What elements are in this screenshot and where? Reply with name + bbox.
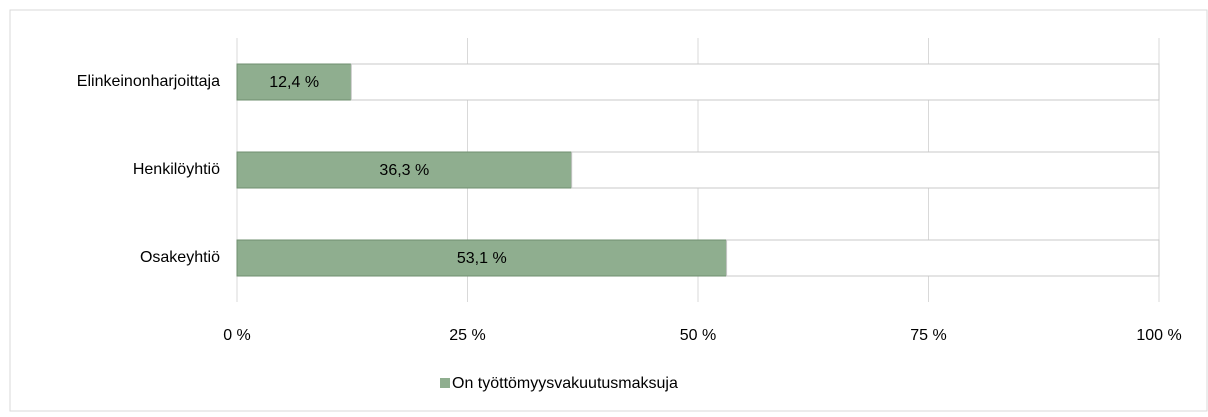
bar [236,239,728,277]
bar [571,151,1160,189]
bar [236,151,573,189]
bar [236,63,352,101]
y-tick-label: Elinkeinonharjoittaja [77,73,220,90]
x-tick-label: 50 % [680,327,716,344]
data-label: 12,4 % [269,74,319,91]
bar [350,63,1160,101]
x-tick-label: 100 % [1136,327,1181,344]
y-tick-label: Henkilöyhtiö [133,161,220,178]
x-tick-label: 75 % [910,327,946,344]
y-tick-label: Osakeyhtiö [140,249,220,266]
data-label: 53,1 % [457,250,507,267]
bar [726,239,1160,277]
legend-label: On työttömyysvakuutusmaksuja [452,375,678,392]
x-tick-label: 25 % [449,327,485,344]
x-tick-label: 0 % [223,327,251,344]
data-label: 36,3 % [379,162,429,179]
legend-swatch [440,378,450,388]
